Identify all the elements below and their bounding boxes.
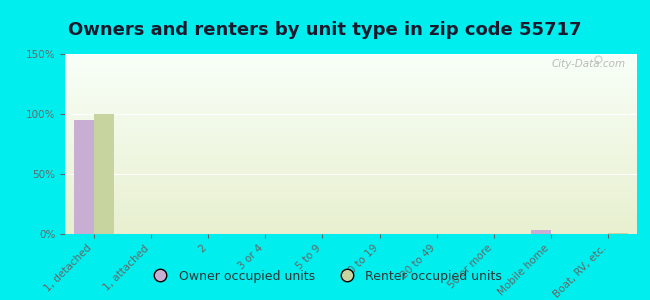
Legend: Owner occupied units, Renter occupied units: Owner occupied units, Renter occupied un… [143,265,507,288]
Text: City-Data.com: City-Data.com [551,59,625,69]
Bar [531,230,551,234]
Text: Owners and renters by unit type in zip code 55717: Owners and renters by unit type in zip c… [68,21,582,39]
Bar [73,120,94,234]
Bar [94,114,114,234]
Bar [608,233,629,234]
